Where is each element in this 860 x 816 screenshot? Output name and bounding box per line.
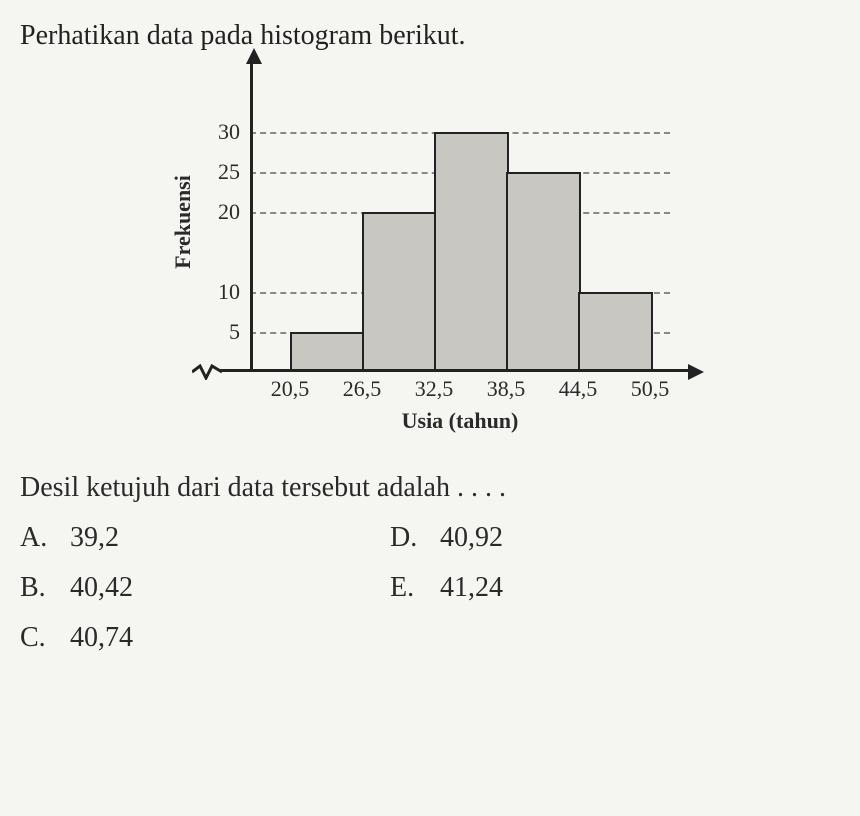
option-a: A. 39,2 (20, 522, 350, 554)
option-d: D. 40,92 (390, 522, 720, 554)
plot-area: 510202530 20,526,532,538,544,550,5 Usia … (250, 92, 670, 372)
histogram-bar (506, 172, 581, 372)
histogram-bar (434, 132, 509, 372)
option-letter: A. (20, 522, 70, 554)
option-value: 40,42 (70, 572, 133, 604)
x-tick-label: 26,5 (343, 376, 382, 402)
question-tail: Desil ketujuh dari data tersebut adalah … (20, 472, 840, 504)
x-axis-label: Usia (tahun) (250, 408, 670, 434)
option-b: B. 40,42 (20, 572, 350, 604)
x-tick-label: 44,5 (559, 376, 598, 402)
axis-break-icon (192, 364, 222, 380)
option-letter: D. (390, 522, 440, 554)
histogram-chart: Frekuensi 510202530 20,526,532,538 (150, 72, 710, 452)
question-container: Perhatikan data pada histogram berikut. … (20, 20, 840, 654)
option-c: C. 40,74 (20, 622, 350, 654)
option-letter: C. (20, 622, 70, 654)
answer-options: A. 39,2 D. 40,92 B. 40,42 E. 41,24 C. 40… (20, 522, 720, 654)
option-letter: E. (390, 572, 440, 604)
option-value: 39,2 (70, 522, 119, 554)
histogram-bar (290, 332, 365, 372)
histogram-bar (362, 212, 437, 372)
y-tick-label: 25 (200, 159, 240, 185)
y-tick-label: 5 (200, 319, 240, 345)
histogram-bar (578, 292, 653, 372)
option-value: 40,74 (70, 622, 133, 654)
option-value: 41,24 (440, 572, 503, 604)
y-tick-label: 10 (200, 279, 240, 305)
x-axis-arrow-icon (688, 364, 704, 380)
y-axis (250, 62, 253, 372)
option-letter: B. (20, 572, 70, 604)
y-tick-label: 30 (200, 119, 240, 145)
x-tick-label: 50,5 (631, 376, 670, 402)
question-intro: Perhatikan data pada histogram berikut. (20, 20, 840, 52)
x-axis (220, 369, 690, 372)
x-tick-label: 38,5 (487, 376, 526, 402)
x-tick-label: 32,5 (415, 376, 454, 402)
y-axis-label: Frekuensi (170, 175, 196, 269)
y-axis-arrow-icon (246, 48, 262, 64)
y-tick-label: 20 (200, 199, 240, 225)
x-tick-label: 20,5 (271, 376, 310, 402)
option-e: E. 41,24 (390, 572, 720, 604)
option-value: 40,92 (440, 522, 503, 554)
